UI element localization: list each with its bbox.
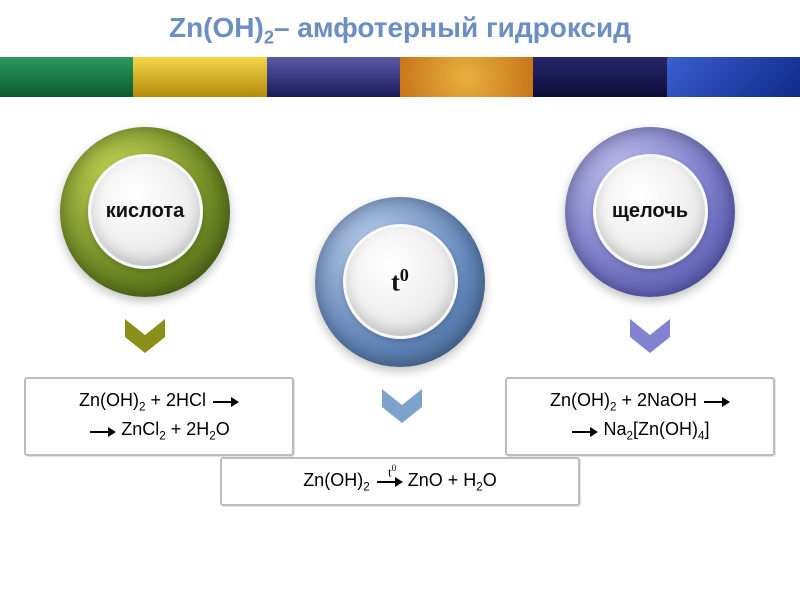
- banner-seg-blue: [667, 57, 800, 97]
- eq-acid-l2m: + 2H: [166, 419, 210, 439]
- title-subscript: 2: [264, 28, 274, 48]
- chevron-down-icon: [626, 317, 674, 357]
- eq-base-l1m: + 2NaOH: [616, 390, 697, 410]
- eq-acid-l2a: ZnCl: [121, 419, 159, 439]
- color-banner: [0, 57, 800, 97]
- ring-base-label: щелочь: [612, 200, 688, 223]
- banner-seg-orange: [400, 57, 533, 97]
- ring-temp-sup: 0: [400, 265, 409, 285]
- ring-temp-t: t: [391, 268, 400, 297]
- eq-th-r2: O: [483, 470, 497, 490]
- eq-base-l2r: ]: [705, 419, 710, 439]
- banner-seg-green: [0, 57, 133, 97]
- equation-thermal: t0 Zn(OH)2 ZnO + H2O: [220, 457, 580, 507]
- ring-acid-inner: кислота: [88, 154, 203, 269]
- eq-th-s1: 2: [363, 480, 370, 493]
- ring-base: щелочь: [565, 127, 735, 297]
- equation-acid: Zn(OH)2 + 2HCl ZnCl2 + 2H2O: [24, 377, 294, 456]
- diagram-content: кислота t0 щелочь Zn(OH)2 + 2HCl ZnCl2 +…: [0, 97, 800, 597]
- title-formula: Zn(OH): [169, 12, 264, 43]
- banner-seg-darknavy: [533, 57, 666, 97]
- arrow-right-icon: [570, 417, 598, 443]
- equation-base: Zn(OH)2 + 2NaOH Na2[Zn(OH)4]: [505, 377, 775, 456]
- eq-acid-l2r: O: [216, 419, 230, 439]
- title-rest: амфотерный гидроксид: [290, 12, 632, 43]
- arrow-right-icon: [88, 417, 116, 443]
- eq-base-l2m: [Zn(OH): [633, 419, 698, 439]
- banner-seg-yellow: [133, 57, 266, 97]
- ring-temp-label: t0: [391, 265, 409, 298]
- chevron-down-icon: [378, 387, 426, 427]
- thermal-heat-label: t0: [388, 462, 396, 482]
- eq-th-left: Zn(OH): [303, 470, 363, 490]
- arrow-right-icon: [702, 388, 730, 414]
- ring-temperature: t0: [315, 197, 485, 367]
- ring-acid: кислота: [60, 127, 230, 297]
- eq-base-l1a: Zn(OH): [550, 390, 610, 410]
- page-title: Zn(OH)2– амфотерный гидроксид: [0, 0, 800, 57]
- banner-seg-navy: [267, 57, 400, 97]
- heat-sup: 0: [392, 463, 397, 473]
- eq-acid-l1m: + 2HCl: [145, 390, 206, 410]
- ring-temp-inner: t0: [343, 224, 458, 339]
- chevron-down-icon: [121, 317, 169, 357]
- eq-th-r1: ZnO + H: [408, 470, 477, 490]
- title-dash: –: [274, 12, 290, 43]
- eq-base-l2a: Na: [603, 419, 626, 439]
- ring-base-inner: щелочь: [593, 154, 708, 269]
- arrow-right-icon: [211, 388, 239, 414]
- eq-acid-l1a: Zn(OH): [79, 390, 139, 410]
- ring-acid-label: кислота: [106, 200, 185, 223]
